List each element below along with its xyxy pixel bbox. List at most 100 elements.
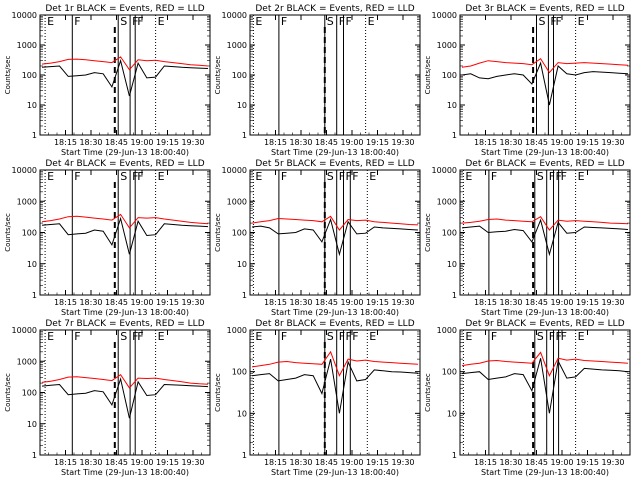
x-tick-label: 19:15 bbox=[366, 298, 389, 307]
plot-frame bbox=[459, 169, 631, 296]
series-lld-line bbox=[251, 215, 419, 231]
series-lld-line bbox=[461, 216, 629, 231]
marker-label: S bbox=[327, 170, 334, 183]
x-tick-label: 19:30 bbox=[391, 298, 414, 307]
series-events-line bbox=[461, 358, 629, 414]
y-tick-label: 1000 bbox=[437, 197, 457, 206]
panel-title: Det 3r BLACK = Events, RED = LLD bbox=[465, 4, 624, 14]
x-tick-label: 18:15 bbox=[474, 458, 497, 467]
x-tick-label: 19:00 bbox=[130, 138, 153, 147]
series-events-line bbox=[251, 358, 419, 414]
series-lld-line bbox=[41, 374, 209, 389]
y-tick-label: 1000 bbox=[17, 41, 37, 50]
series-events-line bbox=[251, 217, 419, 257]
x-tick-label: 18:45 bbox=[105, 458, 128, 467]
x-tick-label: 19:30 bbox=[181, 458, 204, 467]
y-tick-label: 10 bbox=[237, 101, 247, 110]
marker-label: F bbox=[556, 15, 562, 28]
x-tick-label: 18:45 bbox=[105, 138, 128, 147]
x-tick-label: 18:45 bbox=[315, 298, 338, 307]
y-tick-label: 100 bbox=[442, 229, 457, 238]
series-events-line bbox=[41, 216, 209, 255]
y-axis-label: Counts/sec bbox=[424, 213, 432, 252]
x-tick-label: 18:15 bbox=[264, 138, 287, 147]
marker-label: E bbox=[255, 15, 262, 28]
x-tick-label: 19:15 bbox=[156, 458, 179, 467]
marker-label: F bbox=[137, 330, 143, 343]
y-tick-label: 100 bbox=[22, 71, 37, 80]
x-tick-label: 18:45 bbox=[525, 298, 548, 307]
marker-label: F bbox=[561, 330, 567, 343]
x-tick-label: 19:15 bbox=[366, 458, 389, 467]
y-tick-label: 10000 bbox=[432, 166, 457, 175]
x-tick-label: 19:00 bbox=[130, 458, 153, 467]
y-tick-label: 10 bbox=[27, 260, 37, 269]
marker-label: E bbox=[369, 170, 376, 183]
marker-label: E bbox=[465, 170, 472, 183]
x-axis-label: Start Time (29-Jun-13 18:00:40) bbox=[271, 308, 399, 317]
x-tick-label: 18:45 bbox=[525, 458, 548, 467]
y-tick-label: 1 bbox=[32, 451, 37, 460]
x-tick-label: 18:30 bbox=[499, 298, 522, 307]
x-axis-label: Start Time (29-Jun-13 18:00:40) bbox=[61, 148, 189, 157]
plot-frame bbox=[249, 14, 421, 136]
y-tick-label: 1 bbox=[452, 291, 457, 300]
marker-label: E bbox=[47, 330, 54, 343]
plot-frame bbox=[459, 14, 631, 136]
x-tick-label: 18:15 bbox=[474, 298, 497, 307]
x-tick-label: 19:00 bbox=[550, 298, 573, 307]
marker-label: S bbox=[537, 330, 544, 343]
marker-label: S bbox=[120, 170, 127, 183]
series-lld-line bbox=[41, 56, 209, 71]
panel-title: Det 4r BLACK = Events, RED = LLD bbox=[45, 159, 204, 169]
x-axis-label: Start Time (29-Jun-13 18:00:40) bbox=[481, 308, 609, 317]
y-tick-label: 10000 bbox=[12, 166, 37, 175]
x-axis-label: Start Time (29-Jun-13 18:00:40) bbox=[271, 148, 399, 157]
series-lld-line bbox=[461, 351, 629, 377]
marker-label: S bbox=[120, 15, 127, 28]
y-axis-label: Counts/sec bbox=[214, 373, 222, 412]
y-tick-label: 1 bbox=[32, 291, 37, 300]
series-events-line bbox=[461, 218, 629, 257]
y-tick-label: 10 bbox=[447, 101, 457, 110]
x-tick-label: 18:30 bbox=[289, 458, 312, 467]
x-axis-label: Start Time (29-Jun-13 18:00:40) bbox=[61, 308, 189, 317]
plot-frame bbox=[39, 169, 211, 296]
x-tick-label: 19:30 bbox=[181, 298, 204, 307]
y-tick-label: 1 bbox=[242, 131, 247, 140]
marker-label: F bbox=[339, 330, 345, 343]
y-tick-label: 1 bbox=[452, 451, 457, 460]
marker-label: F bbox=[561, 170, 567, 183]
marker-label: S bbox=[120, 330, 127, 343]
panel-4: Det 4r BLACK = Events, RED = LLD 1 10 100 10… bbox=[4, 159, 211, 317]
marker-label: S bbox=[537, 170, 544, 183]
x-tick-label: 18:15 bbox=[474, 138, 497, 147]
y-tick-label: 10000 bbox=[12, 11, 37, 20]
marker-label: E bbox=[578, 15, 585, 28]
panel-title: Det 8r BLACK = Events, RED = LLD bbox=[255, 319, 414, 329]
y-tick-label: 10 bbox=[27, 420, 37, 429]
panel-title: Det 2r BLACK = Events, RED = LLD bbox=[255, 4, 414, 14]
marker-label: F bbox=[281, 170, 287, 183]
series-lld-line bbox=[461, 57, 629, 74]
marker-label: F bbox=[491, 330, 497, 343]
x-tick-label: 19:00 bbox=[550, 138, 573, 147]
x-tick-label: 19:30 bbox=[601, 458, 624, 467]
x-tick-label: 18:15 bbox=[264, 458, 287, 467]
panel-9: Det 9r BLACK = Events, RED = LLD 1 10 100 10… bbox=[424, 319, 631, 477]
x-tick-label: 18:15 bbox=[264, 298, 287, 307]
marker-label: F bbox=[137, 15, 143, 28]
marker-label: F bbox=[352, 330, 358, 343]
marker-label: F bbox=[74, 330, 80, 343]
marker-label: E bbox=[158, 170, 165, 183]
x-tick-label: 19:00 bbox=[340, 138, 363, 147]
x-tick-label: 18:30 bbox=[79, 298, 102, 307]
x-tick-label: 19:15 bbox=[576, 138, 599, 147]
y-tick-label: 10000 bbox=[12, 326, 37, 335]
marker-label: F bbox=[281, 330, 287, 343]
y-tick-label: 1000 bbox=[17, 197, 37, 206]
marker-label: S bbox=[539, 15, 546, 28]
marker-label: F bbox=[352, 170, 358, 183]
y-tick-label: 1000 bbox=[227, 326, 247, 335]
